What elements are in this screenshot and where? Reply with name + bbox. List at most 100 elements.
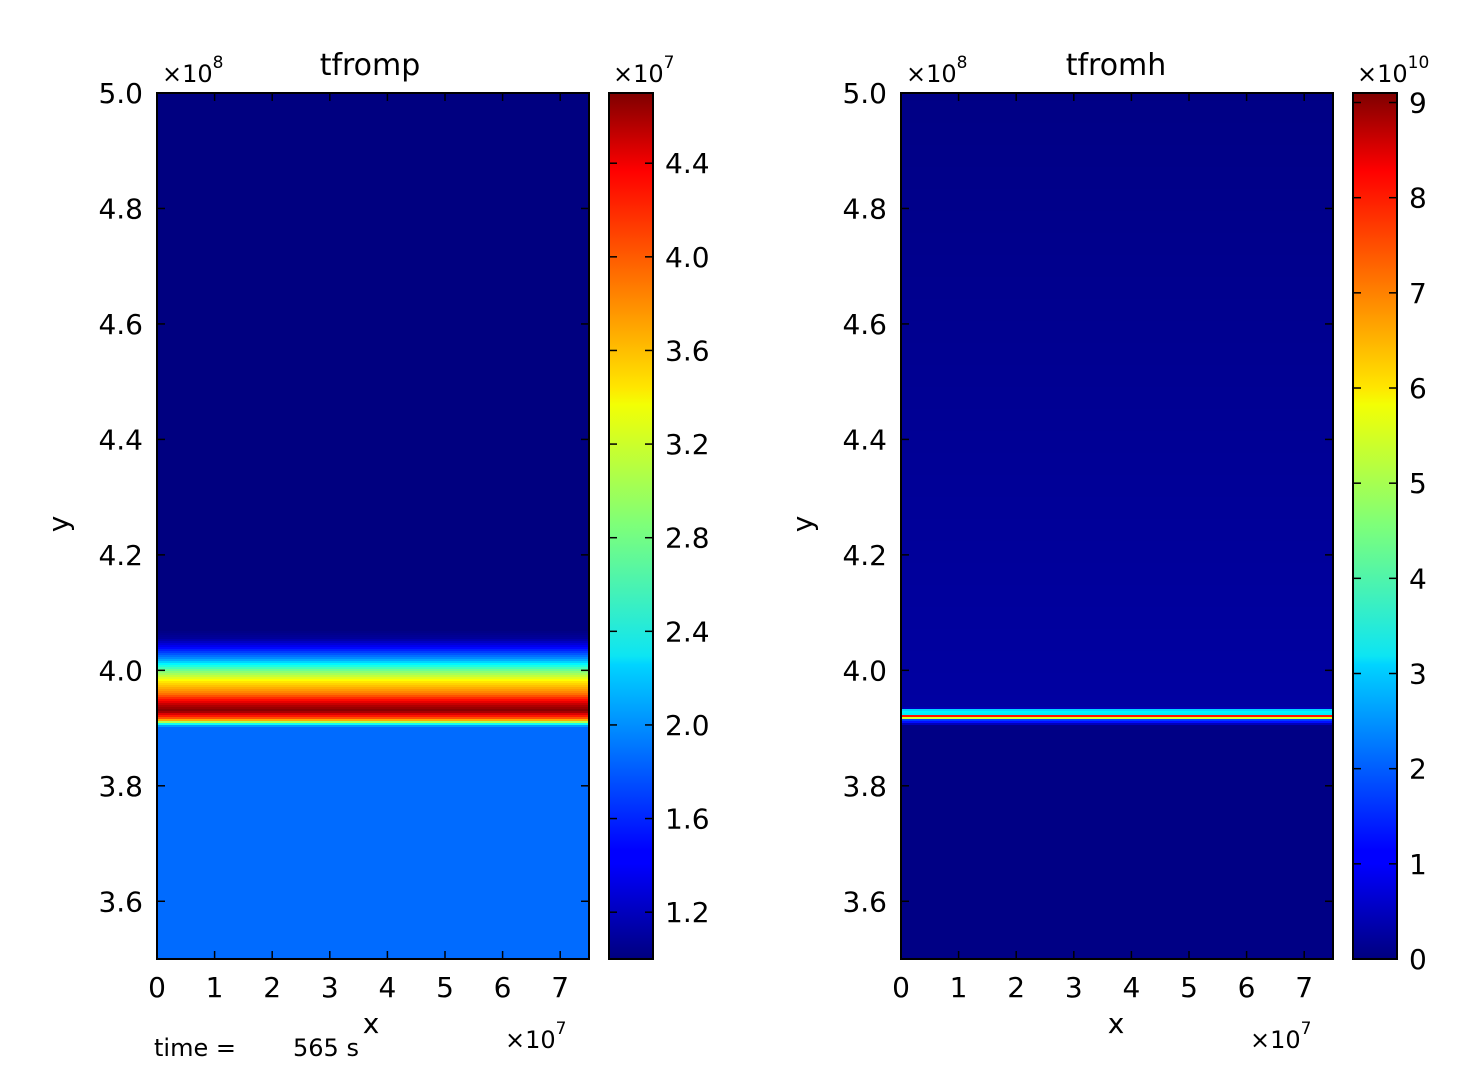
heatmap-row [901,337,1333,340]
heatmap-row [157,363,589,366]
heatmap-row [157,369,589,372]
heatmap-row [901,127,1333,130]
heatmap-row [901,631,1333,634]
heatmap-row [157,189,589,192]
heatmap-row [901,681,1333,684]
heatmap-row [157,573,589,576]
x-tick-label: 0 [148,971,166,1004]
heatmap-row [901,793,1333,796]
heatmap-row [901,863,1333,866]
heatmap-row [157,937,589,940]
heatmap-row [901,739,1333,742]
heatmap-row [901,527,1333,530]
heatmap-row [157,583,589,586]
heatmap-row [901,543,1333,546]
heatmap-row [157,237,589,240]
y-tick-label: 3.6 [98,885,143,918]
heatmap-row [901,819,1333,822]
heatmap-row [157,399,589,402]
heatmap-row [901,925,1333,928]
heatmap-row [901,611,1333,614]
heatmap-row [901,173,1333,176]
heatmap-row [157,323,589,326]
heatmap-row [901,137,1333,140]
heatmap-row [901,423,1333,426]
heatmap-row [901,457,1333,460]
heatmap-row [157,231,589,234]
heatmap-row [901,485,1333,488]
heatmap-row [901,653,1333,656]
heatmap-row [901,507,1333,510]
heatmap-row [901,287,1333,290]
heatmap-row [901,627,1333,630]
heatmap-row [901,829,1333,832]
heatmap-row [901,333,1333,336]
x-tick-label: 3 [321,971,339,1004]
heatmap-row [157,867,589,870]
heatmap-row [157,181,589,184]
panel-tfromp: 3.6 3.8 4.0 4.2 4.4 4.6 4.8 5.0 0 1 2 3 4 5 6 7 tfromp… [42,48,710,1054]
heatmap-row [901,461,1333,464]
heatmap-row [901,859,1333,862]
heatmap-row [901,329,1333,332]
heatmap-row [157,357,589,360]
heatmap-row [157,513,589,516]
heatmap-row [901,749,1333,752]
heatmap-row [157,303,589,306]
heatmap-row [901,453,1333,456]
heatmap-row [901,439,1333,442]
heatmap-row [157,791,589,794]
heatmap-row [901,145,1333,148]
heatmap-row [901,595,1333,598]
heatmap-row [901,505,1333,508]
heatmap-row [157,423,589,426]
heatmap-row [157,213,589,216]
heatmap-row [157,147,589,150]
heatmap-row [157,309,589,312]
heatmap-row [901,291,1333,294]
heatmap-row [901,809,1333,812]
colorbar-offset-text: ×1010 [1357,53,1429,88]
heatmap-row [157,367,589,370]
heatmap-row [157,649,589,652]
heatmap-row [901,359,1333,362]
heatmap-row [157,259,589,262]
heatmap-row [157,787,589,790]
heatmap-row [901,753,1333,756]
heatmap-row [901,939,1333,942]
heatmap-row [901,341,1333,344]
heatmap-row [157,843,589,846]
heatmap-row [901,547,1333,550]
heatmap-row [157,381,589,384]
heatmap-row [157,839,589,842]
heatmap-row [157,313,589,316]
heatmap-row [901,561,1333,564]
heatmap-row [901,447,1333,450]
heatmap-row [157,113,589,116]
heatmap-row [901,621,1333,624]
heatmap-row [901,817,1333,820]
heatmap-row [157,753,589,756]
heatmap-row [901,943,1333,946]
heatmap-row [901,411,1333,414]
heatmap-row [901,239,1333,242]
x-ticks: 0 1 2 3 4 5 6 7 [892,93,1313,1004]
colorbar-tick-label: 3.2 [665,428,710,461]
heatmap-row [901,419,1333,422]
heatmap-row [901,499,1333,502]
heatmap-row [157,435,589,438]
heatmap-row [901,369,1333,372]
heatmap-row [157,311,589,314]
heatmap-row [157,599,589,602]
heatmap-row [157,121,589,124]
heatmap-row [901,869,1333,872]
heatmap-row [157,789,589,792]
heatmap-row [901,709,1333,712]
heatmap-row [157,589,589,592]
heatmap-row [157,251,589,254]
heatmap-row [901,745,1333,748]
heatmap-row [157,947,589,950]
heatmap-row [901,481,1333,484]
heatmap-row [157,517,589,520]
heatmap-row [901,677,1333,680]
